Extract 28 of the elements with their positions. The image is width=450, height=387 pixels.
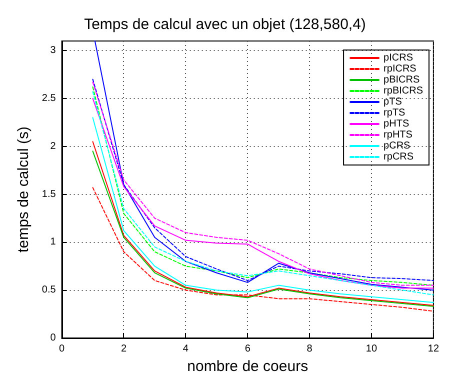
y-axis-title: temps de calcul (s) — [15, 126, 32, 252]
line-series — [94, 40, 434, 291]
y-tick-label: 3 — [50, 45, 56, 56]
chart-title: Temps de calcul avec un objet (128,580,4) — [84, 16, 366, 33]
x-tick-label: 6 — [244, 344, 251, 354]
x-tick-label: 0 — [59, 344, 66, 354]
x-axis-title: nombre de coeurs — [187, 358, 308, 375]
y-tick-label: 0.5 — [42, 284, 56, 296]
x-tick-label: 12 — [428, 344, 440, 354]
legend-label: pBICRS — [384, 74, 420, 86]
x-tick-label: 10 — [366, 344, 378, 354]
legend-label: rpCRS — [384, 152, 414, 162]
legend-label: pCRS — [384, 140, 411, 152]
x-tick-label: 4 — [182, 344, 189, 354]
y-tick-label: 1 — [50, 236, 56, 248]
y-tick-label: 0 — [50, 332, 56, 344]
legend-label: pTS — [384, 96, 402, 108]
legend-label: rpTS — [384, 108, 406, 118]
legend-label: pICRS — [384, 52, 414, 64]
y-tick-label: 1.5 — [42, 188, 56, 200]
x-tick-label: 2 — [120, 344, 127, 354]
x-tick-label: 8 — [306, 344, 313, 354]
legend-label: rpICRS — [384, 64, 417, 74]
legend-label: pHTS — [384, 118, 410, 130]
legend-label: rpHTS — [384, 130, 413, 140]
y-tick-label: 2 — [50, 140, 56, 152]
y-tick-label: 2.5 — [42, 92, 56, 104]
legend-label: rpBICRS — [384, 86, 424, 96]
